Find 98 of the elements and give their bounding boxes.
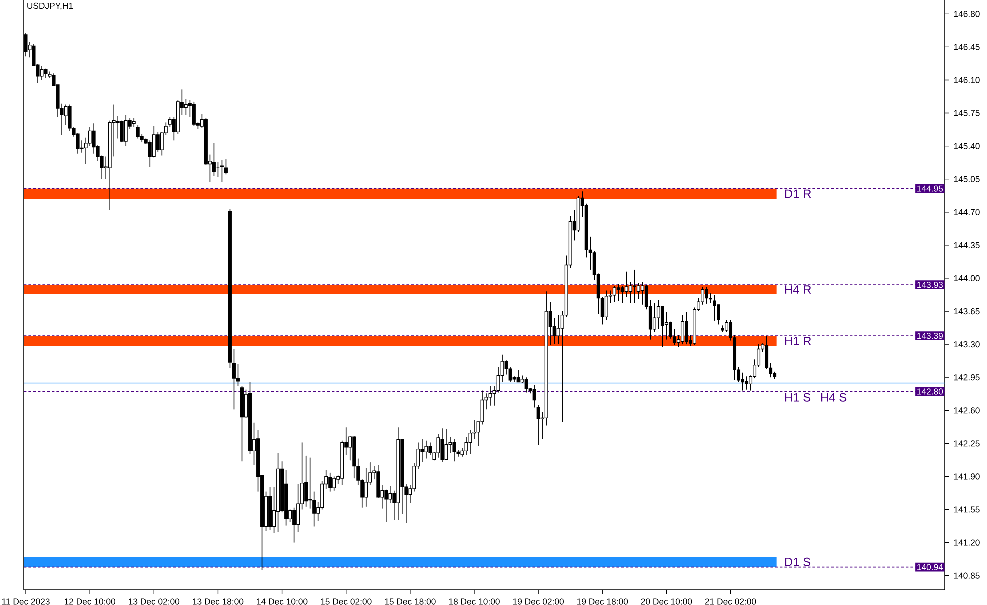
y-tick-label: 142.95 (954, 374, 980, 381)
y-tick-label: 141.90 (954, 474, 980, 480)
y-tick-label: 145.40 (954, 143, 980, 150)
candlestick (604, 290, 608, 320)
x-tick-label: 18 Dec 10:00 (449, 598, 500, 605)
y-tick-label: 143.30 (954, 341, 980, 348)
candlestick (364, 468, 368, 508)
ref-line-label: 143.39 (918, 332, 943, 340)
candlestick (612, 286, 616, 302)
y-tick-label: 142.25 (954, 440, 980, 447)
annotation: H1 S (785, 393, 811, 402)
candlestick (120, 120, 124, 143)
candlestick (684, 312, 688, 345)
candlestick (296, 484, 300, 533)
y-tick-label: 141.55 (954, 506, 980, 513)
candlestick (44, 68, 48, 79)
x-tick-label: 21 Dec 02:00 (705, 598, 756, 605)
ref-line-label: 142.80 (918, 388, 944, 395)
x-tick-label: 15 Dec 18:00 (385, 598, 436, 605)
candlestick (224, 159, 228, 176)
candlestick (332, 476, 336, 492)
candlestick (116, 116, 120, 140)
x-tick-label: 13 Dec 02:00 (129, 598, 180, 605)
chart-title: USDJPY,H1 (28, 2, 74, 10)
band-label: D1 S (785, 558, 811, 566)
x-tick-label: 12 Dec 10:00 (64, 598, 116, 605)
candlestick (328, 472, 332, 492)
annotation: H4 S (821, 393, 847, 402)
candlestick (132, 118, 136, 128)
candlestick (440, 428, 444, 463)
candlestick (292, 507, 296, 544)
candlestick (705, 286, 708, 304)
candlestick (312, 491, 316, 528)
candlestick (668, 321, 672, 340)
candlestick (40, 66, 44, 81)
candlestick (532, 384, 536, 408)
candlestick (680, 314, 684, 345)
y-tick-label: 146.10 (954, 77, 980, 84)
candlestick (616, 284, 620, 302)
ref-line-label: 140.94 (918, 564, 944, 570)
candlestick (236, 364, 240, 386)
band-label: D1 R (785, 190, 812, 198)
candlestick (136, 125, 140, 140)
candlestick (212, 143, 216, 177)
candlestick (436, 434, 440, 458)
x-tick-label: 19 Dec 18:00 (578, 598, 628, 605)
candlestick (420, 438, 424, 463)
candlestick (388, 486, 392, 504)
y-tick-label: 145.75 (954, 110, 980, 116)
candlestick (524, 377, 528, 394)
candlestick (656, 300, 660, 330)
candlestick (632, 270, 636, 304)
candlestick (660, 306, 664, 348)
candlestick (220, 160, 224, 183)
y-tick-label: 144.00 (954, 275, 980, 282)
candlestick (444, 429, 448, 460)
candlestick (713, 295, 716, 322)
candlestick (124, 114, 128, 147)
candlestick (88, 127, 92, 147)
candlestick (709, 293, 712, 304)
x-tick-label: 11 Dec 2023 (2, 598, 50, 605)
candlestick (624, 271, 628, 298)
y-tick-label: 141.20 (954, 540, 980, 546)
candlestick (717, 304, 720, 326)
x-tick-label: 20 Dec 10:00 (641, 598, 692, 605)
y-tick-label: 146.45 (954, 44, 980, 50)
candlestick (232, 348, 236, 410)
y-tick-label: 144.35 (954, 242, 980, 248)
x-tick-label: 13 Dec 18:00 (193, 598, 244, 605)
y-tick-label: 144.70 (954, 209, 980, 216)
candlestick (620, 286, 624, 304)
x-tick-label: 14 Dec 10:00 (257, 598, 308, 605)
candlestick (652, 302, 656, 333)
candlestick (516, 370, 520, 383)
candlestick (640, 282, 644, 306)
y-tick-label: 146.80 (954, 11, 980, 18)
ref-line-label: 143.93 (918, 282, 944, 288)
ref-line-label: 144.95 (918, 186, 944, 192)
candlestick (741, 372, 745, 392)
candlestick (152, 126, 156, 158)
x-tick-label: 15 Dec 02:00 (321, 598, 372, 605)
candlestick (536, 404, 540, 446)
candlestick (184, 98, 188, 116)
y-tick-label: 145.05 (954, 176, 980, 182)
band-label: H4 R (785, 286, 812, 294)
x-tick-label: 19 Dec 02:00 (513, 598, 564, 605)
candlestick (192, 102, 196, 127)
candlestick (636, 282, 640, 300)
candlestick (745, 376, 749, 390)
y-tick-label: 142.60 (954, 408, 980, 414)
candlestick (64, 104, 68, 126)
candlestick (628, 282, 632, 304)
band-label: H1 R (785, 337, 812, 346)
y-tick-label: 143.65 (954, 308, 980, 315)
candlestick (304, 456, 308, 508)
y-tick-label: 140.85 (954, 572, 980, 579)
candlestick (424, 440, 428, 460)
candlestick (452, 438, 456, 462)
